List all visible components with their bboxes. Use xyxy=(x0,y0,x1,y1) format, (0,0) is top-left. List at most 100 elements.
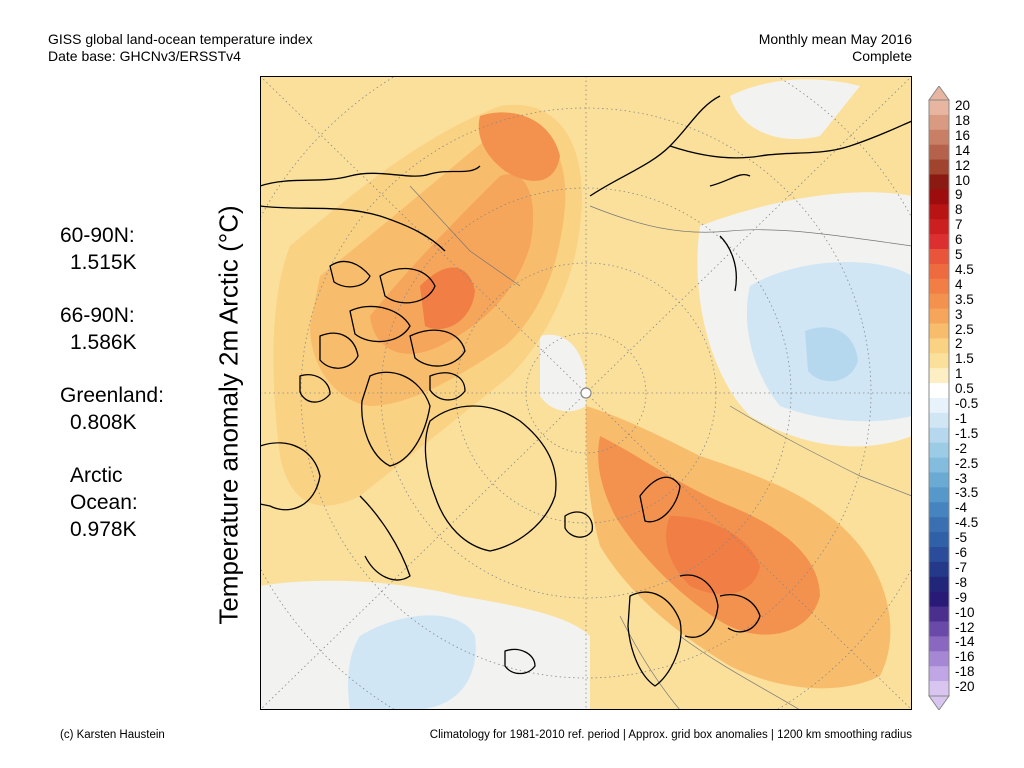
colorbar-swatch xyxy=(929,487,949,503)
colorbar-tick-label: -7 xyxy=(955,559,968,575)
stat-66-90n: 66-90N: 1.586K xyxy=(60,302,164,356)
colorbar-tick-label: -20 xyxy=(955,679,975,695)
stat-value: 0.978K xyxy=(70,518,137,541)
colorbar-tick-label: -1.5 xyxy=(955,425,979,441)
colorbar-tick-label: 7 xyxy=(955,217,963,233)
colorbar-swatch xyxy=(929,412,949,429)
colorbar-tick-label: -4 xyxy=(955,500,968,516)
colorbar-swatch xyxy=(929,621,949,637)
colorbar-tick-label: 9 xyxy=(955,187,963,203)
stat-label: 60-90N: xyxy=(60,224,135,247)
stat-value: 1.515K xyxy=(70,251,137,274)
colorbar-tick-label: -18 xyxy=(955,664,975,680)
colorbar-swatch xyxy=(929,174,949,190)
colorbar-tick-label: 3 xyxy=(955,306,963,322)
colorbar-tick-label: -2.5 xyxy=(955,455,979,471)
copyright: (c) Karsten Haustein xyxy=(60,729,165,741)
axis-label: Temperature anomaly 2m Arctic (°C) xyxy=(213,205,244,625)
colorbar-tick-label: -10 xyxy=(955,604,975,620)
colorbar-tick-label: 14 xyxy=(955,142,971,158)
anomaly-warm-region xyxy=(370,174,534,354)
colorbar-arrow-bottom xyxy=(928,695,950,710)
header-left: GISS global land-ocean temperature index… xyxy=(48,31,313,65)
colorbar-swatch xyxy=(929,636,949,652)
colorbar-tick-label: -16 xyxy=(955,649,975,665)
colorbar-swatch xyxy=(929,338,949,354)
colorbar-swatch xyxy=(929,681,949,697)
colorbar-swatch xyxy=(929,517,949,533)
colorbar-swatch xyxy=(929,308,949,324)
colorbar-tick-label: 5 xyxy=(955,247,963,262)
colorbar-swatch xyxy=(929,114,949,131)
colorbar-swatch xyxy=(929,561,949,578)
colorbar xyxy=(928,86,950,710)
colorbar-tick-label: 0.5 xyxy=(955,381,974,397)
colorbar-tick-label: 4.5 xyxy=(955,261,974,277)
colorbar-swatch xyxy=(929,547,949,563)
colorbar-tick-label: 10 xyxy=(955,172,971,188)
colorbar-tick-label: 3.5 xyxy=(955,291,974,307)
colorbar-tick-label: 16 xyxy=(955,127,971,143)
colorbar-tick-label: 6 xyxy=(955,232,963,248)
colorbar-swatch xyxy=(929,129,949,146)
colorbar-tick-label: -14 xyxy=(955,634,975,650)
colorbar-swatch xyxy=(929,263,949,280)
colorbar-swatch xyxy=(929,532,949,548)
colorbar-swatch xyxy=(929,100,949,116)
anomaly-warm-region xyxy=(478,112,560,181)
stat-label-line2: Ocean: xyxy=(70,491,138,514)
stat-arctic-ocean: Arctic Ocean: 0.978K xyxy=(60,462,164,543)
colorbar-swatch xyxy=(929,606,949,622)
colorbar-swatch xyxy=(929,204,949,220)
colorbar-tick-label: 2.5 xyxy=(955,321,974,337)
colorbar-tick-label: -2 xyxy=(955,440,968,456)
colorbar-swatch xyxy=(929,442,949,459)
colorbar-tick-label: 20 xyxy=(955,98,971,113)
colorbar-swatch xyxy=(929,427,949,444)
colorbar-swatch xyxy=(929,383,949,399)
anomaly-neutral-region xyxy=(540,334,586,412)
colorbar-swatch xyxy=(929,457,949,473)
colorbar-swatch xyxy=(929,651,949,667)
stat-60-90n: 60-90N: 1.515K xyxy=(60,222,164,276)
colorbar-swatch xyxy=(929,144,949,161)
anomaly-neutral-region xyxy=(730,79,860,140)
stat-value: 0.808K xyxy=(70,411,137,434)
anomaly-cool-region xyxy=(348,615,476,710)
colorbar-swatch xyxy=(929,278,949,295)
colorbar-tick-label: 18 xyxy=(955,112,971,128)
colorbar-tick-label: -1 xyxy=(955,410,968,426)
colorbar-swatch xyxy=(929,249,949,265)
colorbar-tick-label: 2 xyxy=(955,336,963,352)
colorbar-tick-label: 1 xyxy=(955,366,963,382)
colorbar-swatch xyxy=(929,398,949,414)
colorbar-swatch xyxy=(929,576,949,593)
colorbar-tick-label: -0.5 xyxy=(955,396,979,411)
colorbar-tick-label: 12 xyxy=(955,157,971,173)
colorbar-swatch xyxy=(929,502,949,518)
colorbar-tick-label: -5 xyxy=(955,530,968,546)
colorbar-tick-label: -3.5 xyxy=(955,485,979,501)
colorbar-swatch xyxy=(929,666,949,682)
colorbar-tick-label: -3 xyxy=(955,470,968,486)
colorbar-tick-label: 8 xyxy=(955,202,963,218)
colorbar-arrow-top xyxy=(928,86,950,101)
colorbar-swatch xyxy=(929,353,949,369)
stat-value: 1.586K xyxy=(70,331,137,354)
colorbar-swatch xyxy=(929,219,949,235)
colorbar-swatch xyxy=(929,368,949,384)
arctic-anomaly-map xyxy=(260,76,912,710)
north-pole-marker xyxy=(580,387,592,399)
colorbar-tick-label: 4 xyxy=(955,276,963,292)
colorbar-tick-label: -9 xyxy=(955,589,968,605)
colorbar-tick-label: -12 xyxy=(955,619,975,635)
anomaly-cool-region xyxy=(805,327,858,382)
colorbar-swatch xyxy=(929,472,949,488)
database-label: Date base: GHCNv3/ERSSTv4 xyxy=(48,48,241,64)
colorbar-swatch xyxy=(929,234,949,250)
country-boundaries xyxy=(409,185,912,710)
stat-label-line1: Arctic xyxy=(70,464,123,487)
stat-label: 66-90N: xyxy=(60,304,135,327)
colorbar-swatch xyxy=(929,159,949,175)
header-right: Monthly mean May 2016 Complete xyxy=(759,31,912,65)
